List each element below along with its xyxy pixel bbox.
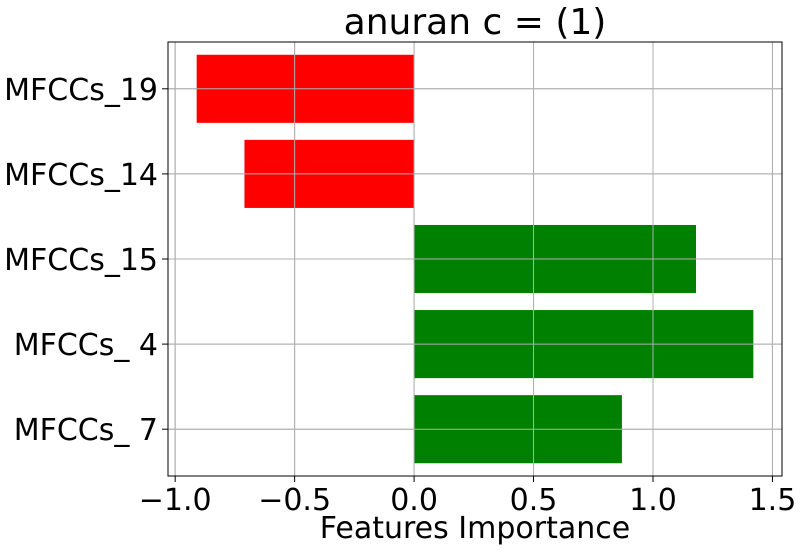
x-tick-label: 0.5 (510, 483, 558, 518)
x-tick-label: −0.5 (258, 483, 331, 518)
y-tick-label: MFCCs_ 4 (14, 328, 158, 363)
chart-title: anuran c = (1) (344, 2, 607, 43)
grid-lines-overlay (168, 42, 782, 476)
x-axis-label: Features Importance (320, 511, 630, 546)
y-tick-label: MFCCs_19 (4, 73, 158, 108)
y-tick-label: MFCCs_14 (4, 158, 158, 193)
y-ticks: MFCCs_19 MFCCs_14 MFCCs_15 MFCCs_ 4 MFCCs_ 7 (4, 73, 168, 448)
x-ticks: −1.0 −0.5 0.0 0.5 1.0 1.5 (139, 476, 797, 518)
x-tick-label: 1.0 (629, 483, 677, 518)
x-tick-label: 1.5 (749, 483, 797, 518)
x-tick-label: 0.0 (390, 483, 438, 518)
y-tick-label: MFCCs_15 (4, 243, 158, 278)
x-tick-label: −1.0 (139, 483, 212, 518)
y-tick-label: MFCCs_ 7 (14, 413, 158, 448)
